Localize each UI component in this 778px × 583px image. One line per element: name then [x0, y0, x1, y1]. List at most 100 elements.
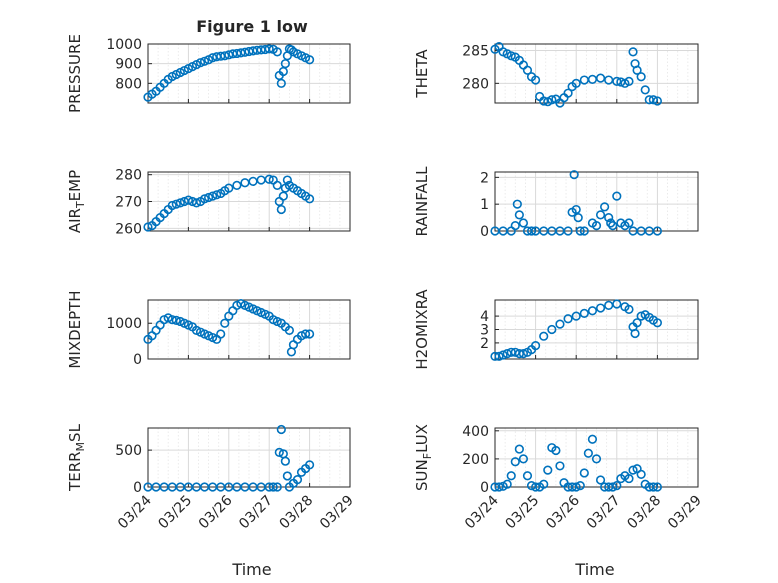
y-tick-label: 1000	[106, 316, 142, 332]
data-point	[595, 303, 606, 313]
data-point	[216, 329, 226, 339]
data-point	[604, 212, 614, 223]
data-point	[264, 174, 274, 184]
data-point	[224, 183, 234, 193]
y-tick-label: 260	[115, 221, 142, 237]
data-point	[204, 192, 214, 203]
data-point	[563, 88, 573, 98]
data-point	[630, 328, 640, 339]
y-axis-label-sun-flux: SUNFLUX	[413, 424, 434, 491]
data-point	[628, 465, 638, 475]
data-point	[208, 191, 218, 201]
y-tick-label: 1	[480, 197, 489, 213]
data-point	[555, 319, 565, 329]
data-point	[278, 191, 288, 201]
data-point	[628, 47, 638, 57]
data-point	[571, 482, 581, 492]
data-point	[575, 226, 585, 236]
data-point	[305, 55, 315, 65]
y-tick-label: 0	[133, 480, 142, 496]
y-axis-label-pressure: PRESSURE	[66, 34, 84, 113]
subplot-pressure: 800 900 1000 PRESSURE	[66, 34, 351, 113]
y-tick-label: 200	[462, 452, 489, 468]
data-point	[591, 454, 602, 464]
data-point	[595, 475, 606, 485]
data-point	[530, 75, 541, 85]
y-axis-label-rainfall: RAINFALL	[413, 166, 431, 237]
data-point	[522, 471, 533, 481]
y-tick-label: 3	[480, 323, 489, 339]
data-point	[506, 51, 516, 61]
data-point	[571, 311, 581, 321]
axes-border-mixdepth	[147, 299, 351, 360]
data-point	[539, 479, 549, 489]
subplot-h2omixra: 234 H2OMIXRA	[413, 289, 699, 370]
y-tick-label: 285	[462, 44, 489, 60]
data-point	[522, 65, 533, 75]
data-point	[569, 170, 579, 180]
axes-border-pressure	[147, 43, 351, 104]
data-point	[632, 65, 642, 75]
data-point	[608, 221, 618, 231]
data-point	[518, 349, 529, 359]
data-point	[272, 47, 282, 57]
data-point	[199, 56, 210, 66]
axes-border-h2omixra	[494, 299, 699, 360]
data-point	[624, 473, 634, 484]
data-point	[305, 194, 315, 204]
figure-title: Figure 1 low	[196, 17, 308, 36]
data-point	[579, 468, 589, 478]
data-point	[648, 482, 658, 492]
data-point	[195, 58, 206, 68]
data-point	[530, 482, 541, 492]
data-point	[264, 44, 274, 54]
data-point	[506, 471, 516, 481]
data-point	[272, 482, 282, 492]
data-point	[587, 306, 598, 316]
data-point	[191, 198, 202, 208]
data-point	[612, 480, 622, 491]
data-point	[563, 314, 573, 324]
data-point	[652, 226, 663, 236]
data-point	[624, 304, 634, 314]
data-point	[220, 51, 230, 61]
data-point	[502, 479, 512, 489]
subplot-rainfall: 0 1 2 RAINFALL	[413, 166, 699, 240]
data-point	[175, 198, 185, 208]
data-point	[612, 191, 622, 201]
data-point	[276, 204, 286, 215]
data-point	[199, 194, 210, 204]
y-tick-label: 280	[115, 168, 142, 184]
data-point	[305, 460, 315, 470]
data-point	[551, 445, 561, 456]
data-point	[575, 480, 585, 491]
data-point	[167, 200, 177, 211]
y-tick-label: 900	[115, 57, 142, 73]
data-point	[284, 325, 295, 335]
y-tick-label: 4	[480, 309, 489, 325]
y-tick-label: 0	[133, 352, 142, 368]
y-tick-label: 400	[462, 424, 489, 440]
y-axis-label-air-temp: AIRTEMP	[66, 170, 87, 233]
data-point	[583, 448, 593, 458]
axes-border-sun-flux	[494, 427, 699, 488]
data-point	[652, 482, 663, 492]
data-point	[232, 180, 242, 191]
data-point	[510, 457, 520, 467]
data-point	[579, 308, 589, 319]
data-point	[632, 318, 642, 328]
data-point	[143, 222, 153, 232]
data-point	[595, 210, 606, 220]
data-point	[526, 226, 537, 236]
data-point	[652, 96, 663, 106]
data-point	[171, 315, 181, 325]
y-tick-label: 2	[480, 336, 489, 352]
data-point	[292, 475, 303, 485]
data-point	[274, 447, 284, 457]
data-point	[498, 350, 508, 360]
data-point	[573, 212, 583, 223]
data-point	[624, 218, 634, 228]
data-point	[648, 95, 658, 105]
